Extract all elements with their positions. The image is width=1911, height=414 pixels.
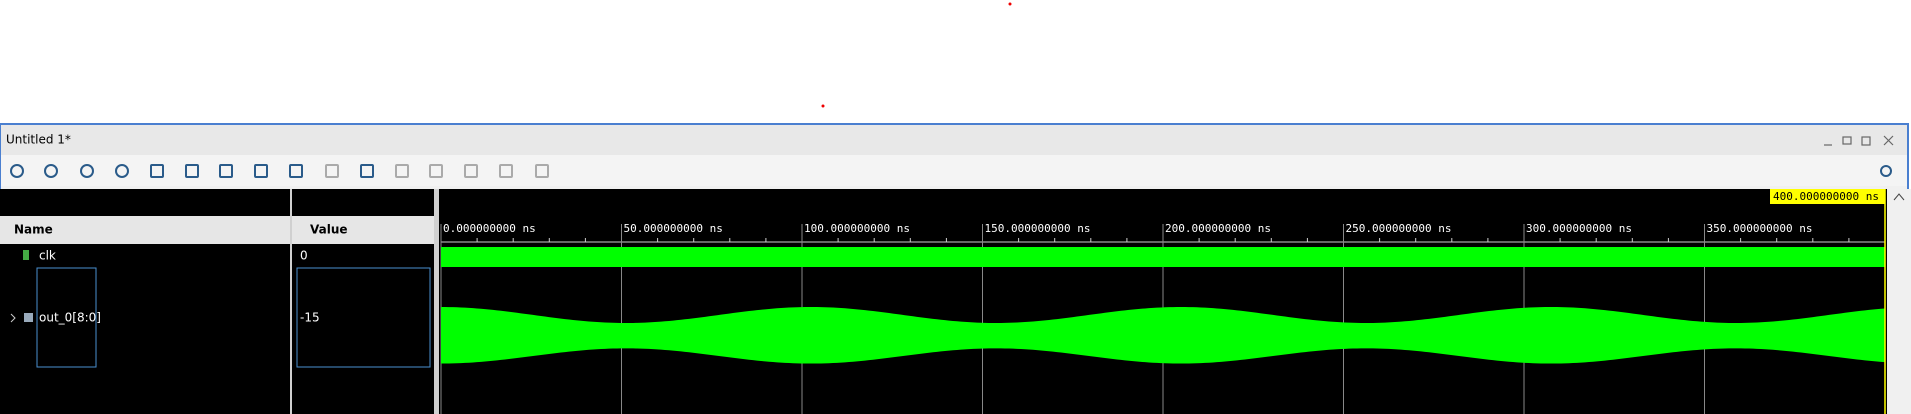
clk-icon — [23, 250, 29, 260]
tool-button[interactable] — [464, 164, 478, 178]
tool-button[interactable] — [289, 164, 303, 178]
tool-button[interactable] — [44, 164, 58, 178]
name-header — [0, 216, 290, 244]
expand[interactable] — [10, 313, 16, 323]
settings[interactable] — [1880, 165, 1892, 177]
selection — [36, 267, 97, 368]
time-label: 350.000000000 ns — [1707, 222, 1813, 235]
tool-button[interactable] — [499, 164, 513, 178]
scroll-up[interactable] — [1893, 193, 1905, 201]
tool-button[interactable] — [80, 164, 94, 178]
tool-button[interactable] — [219, 164, 233, 178]
time-label: 100.000000000 ns — [804, 222, 910, 235]
signal-name: clk — [39, 249, 56, 263]
time-label: 50.000000000 ns — [624, 222, 723, 235]
value-header — [292, 216, 434, 244]
time-label: 200.000000000 ns — [1165, 222, 1271, 235]
toolbar-icons — [10, 164, 549, 178]
cursor-label: 400.000000000 ns — [1773, 190, 1879, 203]
dot — [821, 104, 825, 108]
bus-icon — [24, 313, 33, 322]
signal-value: -15 — [300, 311, 320, 325]
column-header: Name — [14, 223, 53, 237]
tool-button[interactable] — [150, 164, 164, 178]
window-controls — [1824, 135, 1894, 146]
divider — [434, 189, 439, 414]
tool-button[interactable] — [360, 164, 374, 178]
column-header: Value — [310, 223, 348, 237]
tool-button[interactable] — [429, 164, 443, 178]
close[interactable] — [1883, 135, 1894, 146]
time-label: 0.000000000 ns — [443, 222, 536, 235]
tool-button[interactable] — [185, 164, 199, 178]
tool-button[interactable] — [535, 164, 549, 178]
tool-button[interactable] — [115, 164, 129, 178]
title-bar — [1, 125, 1907, 155]
time-label: 300.000000000 ns — [1526, 222, 1632, 235]
time-label: 250.000000000 ns — [1346, 222, 1452, 235]
maximize[interactable] — [1861, 136, 1871, 146]
scrollbar[interactable] — [1887, 189, 1911, 414]
selection — [296, 267, 431, 368]
time-label: 150.000000000 ns — [985, 222, 1091, 235]
toolbar — [1, 155, 1907, 186]
restore[interactable] — [1842, 136, 1852, 145]
clk-wave — [441, 247, 1885, 267]
window-title: Untitled 1* — [6, 133, 71, 147]
cursor-label-bg — [1770, 189, 1885, 204]
tool-button[interactable] — [325, 164, 339, 178]
tool-button[interactable] — [254, 164, 268, 178]
tool-button[interactable] — [10, 164, 24, 178]
dot — [1008, 2, 1012, 6]
tool-button[interactable] — [395, 164, 409, 178]
signal-name: out_0[8:0] — [39, 311, 101, 325]
divider — [290, 189, 292, 414]
signal-value: 0 — [300, 249, 308, 263]
bus-wave — [441, 307, 1885, 364]
